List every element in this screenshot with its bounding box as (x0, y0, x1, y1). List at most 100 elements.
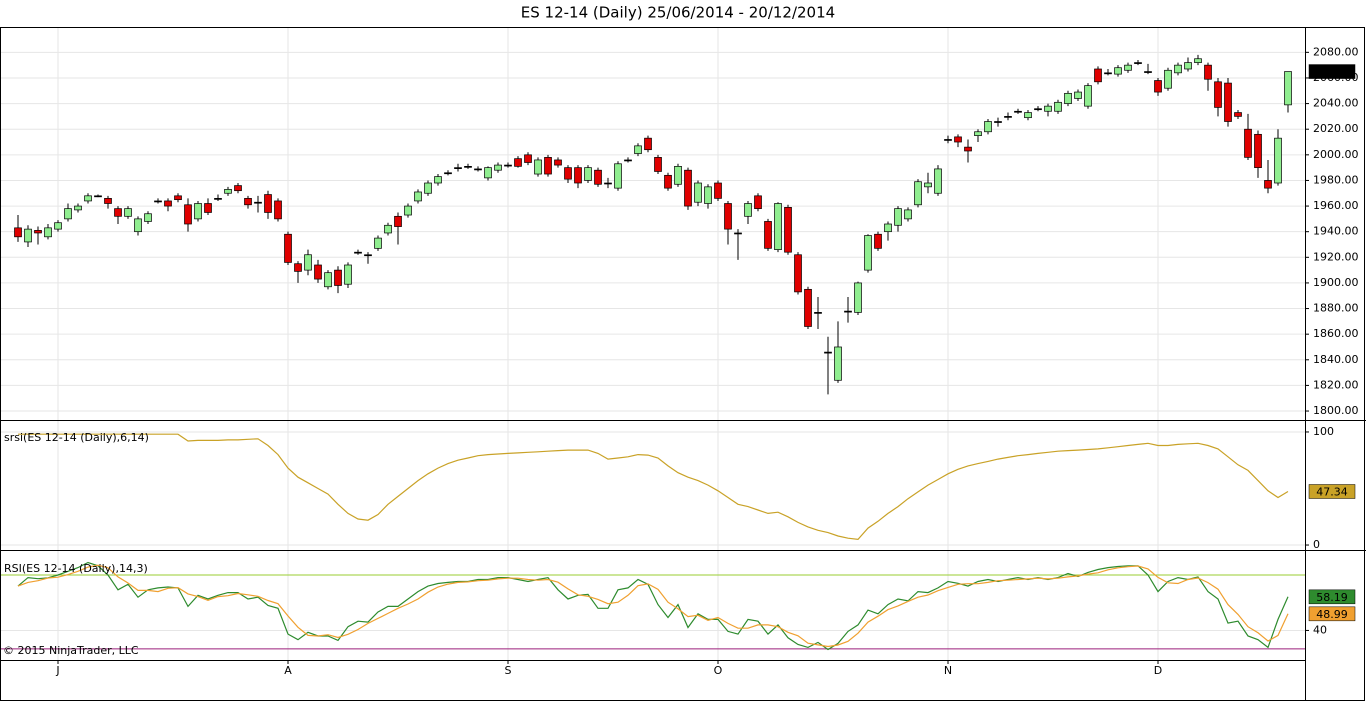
candle-body (544, 157, 552, 175)
candle-body (344, 264, 352, 285)
indicator-line (17, 561, 1289, 651)
y-tick-label: 0 (1313, 538, 1320, 551)
candle-body (524, 154, 532, 163)
chart-title: ES 12-14 (Daily) 25/06/2014 - 20/12/2014 (521, 4, 835, 22)
candle-body (534, 159, 542, 175)
y-tick-label: 1960.00 (1313, 199, 1359, 212)
candle-body (1144, 71, 1152, 73)
candle-body (394, 215, 402, 227)
candle-body (444, 172, 452, 175)
candle-body (294, 263, 302, 272)
candle-body (1274, 137, 1282, 184)
candle-body (194, 203, 202, 220)
candle-body (424, 182, 432, 194)
y-tick-label: 2000.00 (1313, 148, 1359, 161)
y-tick-label: 1900.00 (1313, 276, 1359, 289)
candle-body (464, 166, 472, 168)
copyright: © 2015 NinjaTrader, LLC (3, 644, 139, 657)
candle-body (914, 181, 922, 206)
candle-body (1084, 85, 1092, 107)
candle-body (1024, 112, 1032, 119)
candle-body (504, 164, 512, 167)
candle-body (304, 254, 312, 271)
y-tick-label: 1800.00 (1313, 404, 1359, 417)
candle-body (314, 264, 322, 280)
candle-body (154, 200, 162, 203)
candle-body (164, 200, 172, 207)
indicator-line (18, 433, 1289, 541)
candle-body (864, 235, 872, 271)
candle-body (1254, 133, 1262, 168)
value-badge (1308, 64, 1356, 79)
candle-body (234, 185, 242, 192)
candle-body (1064, 92, 1072, 104)
candle-body (334, 269, 342, 286)
indicator-label: RSI(ES 12-14 (Daily),14,3) (4, 562, 148, 575)
candle-body (794, 254, 802, 293)
y-tick-label: 1980.00 (1313, 173, 1359, 186)
candle-body (1044, 105, 1052, 112)
candle-body (1134, 62, 1142, 64)
frame (0, 27, 1365, 701)
candle-body (574, 167, 582, 184)
candle-body (184, 204, 192, 225)
candle-body (714, 182, 722, 199)
x-tick-label: S (505, 664, 512, 677)
candle-body (264, 194, 272, 213)
candle-body (814, 312, 822, 314)
candle-body (644, 137, 652, 151)
candle-body (904, 209, 912, 220)
x-tick-label: D (1154, 664, 1162, 677)
x-tick-label: O (714, 664, 723, 677)
value-badge-label: 48.99 (1316, 608, 1348, 621)
candle-body (764, 221, 772, 249)
candle-body (934, 168, 942, 194)
candle-body (954, 136, 962, 143)
candle-body (114, 208, 122, 217)
candle-body (594, 169, 602, 185)
candle-body (634, 145, 642, 154)
y-tick-label: 1820.00 (1313, 378, 1359, 391)
candle-body (34, 230, 42, 234)
candle-body (1114, 67, 1122, 75)
candle-body (1204, 64, 1212, 80)
candle-body (1074, 91, 1082, 99)
candle-body (374, 237, 382, 249)
candle-body (854, 282, 862, 313)
candle-body (134, 218, 142, 233)
candle-body (454, 167, 462, 169)
y-tick-label: 1840.00 (1313, 353, 1359, 366)
candle-body (604, 182, 612, 185)
candle-body (1184, 62, 1192, 70)
indicator-label: srsi(ES 12-14 (Daily),6,14) (4, 431, 149, 444)
candle-body (124, 208, 132, 217)
candle-body (214, 198, 222, 200)
candle-body (414, 191, 422, 202)
candle-body (964, 146, 972, 152)
candle-body (1094, 68, 1102, 83)
y-tick-label: 100 (1313, 425, 1334, 438)
label-layer: J A S O N D 1800.00 1820.00 1840.00 1860.00 1880.0… (55, 45, 1358, 677)
x-tick-label: A (284, 664, 292, 677)
candle-body (244, 198, 252, 206)
candle-body (894, 208, 902, 226)
candle-body (54, 222, 62, 230)
candle-body (1264, 180, 1272, 189)
candle-body (824, 351, 832, 354)
candle-body (494, 164, 502, 171)
y-tick-label: 40 (1313, 623, 1327, 636)
candle-body (1104, 72, 1112, 75)
candle-body (774, 203, 782, 250)
candle-body (324, 272, 332, 288)
candle-body (1034, 108, 1042, 111)
candle-body (74, 205, 82, 211)
candle-body (1014, 110, 1022, 113)
candle-body (474, 168, 482, 171)
candle-body (204, 203, 212, 213)
candle-body (754, 195, 762, 209)
candle-body (884, 223, 892, 233)
candle-body (354, 251, 362, 254)
candle-body (364, 254, 372, 257)
x-tick-label: J (55, 664, 59, 677)
